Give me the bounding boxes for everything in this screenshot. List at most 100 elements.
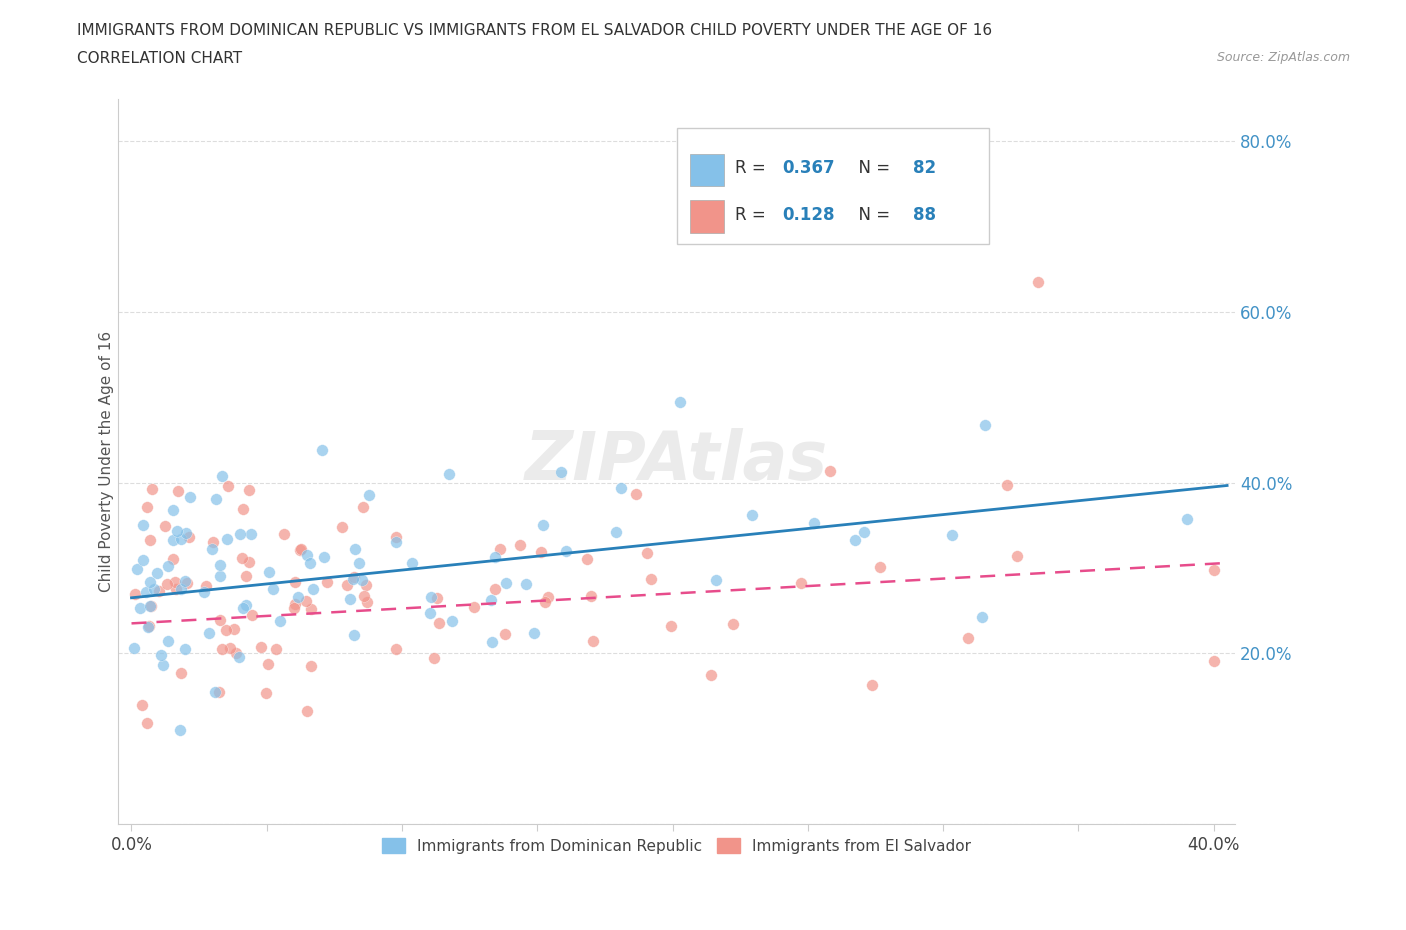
Point (194, 579, 217, 594)
Point (125, 562, 148, 577)
Text: 88: 88 (914, 206, 936, 224)
Point (529, 545, 551, 560)
Point (803, 515, 825, 530)
Point (141, 482, 163, 497)
Point (165, 582, 187, 597)
Point (211, 469, 233, 484)
Point (488, 541, 510, 556)
Point (700, 668, 723, 683)
Point (295, 703, 318, 718)
Point (294, 593, 316, 608)
Point (228, 526, 250, 541)
Point (139, 575, 162, 590)
Point (138, 618, 160, 633)
Point (330, 519, 353, 534)
Point (193, 584, 215, 599)
Point (479, 592, 502, 607)
Point (605, 525, 627, 539)
Point (155, 519, 177, 534)
Point (555, 544, 578, 559)
Point (240, 527, 263, 542)
Point (741, 508, 763, 523)
Point (481, 634, 503, 649)
Point (145, 565, 167, 580)
Point (579, 589, 602, 604)
Point (179, 489, 201, 504)
Point (484, 550, 506, 565)
Point (150, 647, 173, 662)
Point (139, 599, 162, 614)
Point (624, 486, 647, 501)
Point (342, 572, 364, 587)
Point (170, 532, 193, 547)
Point (288, 543, 311, 558)
Point (509, 537, 531, 551)
Point (1202, 654, 1225, 669)
Point (269, 613, 291, 628)
Point (240, 608, 263, 623)
Text: R =: R = (735, 206, 770, 224)
Point (531, 517, 554, 532)
Point (157, 633, 180, 648)
Point (311, 443, 333, 458)
Point (218, 641, 240, 656)
Point (869, 560, 891, 575)
Point (169, 723, 191, 737)
Point (347, 555, 370, 570)
Point (495, 575, 517, 590)
Point (610, 481, 633, 496)
Text: R =: R = (735, 159, 770, 178)
Point (941, 527, 963, 542)
Point (250, 639, 273, 654)
Point (209, 612, 232, 627)
Point (423, 650, 446, 665)
Point (135, 585, 157, 600)
Point (818, 464, 841, 479)
Point (231, 551, 253, 565)
Y-axis label: Child Poverty Under the Age of 16: Child Poverty Under the Age of 16 (100, 331, 114, 591)
Point (173, 642, 195, 657)
Point (215, 622, 238, 637)
Point (283, 601, 305, 616)
Point (956, 631, 979, 645)
Point (384, 642, 406, 657)
Point (1202, 562, 1225, 577)
Point (359, 487, 381, 502)
Point (135, 715, 157, 730)
Point (299, 555, 322, 570)
Point (426, 591, 449, 605)
Point (534, 594, 557, 609)
Point (256, 657, 278, 671)
Point (225, 645, 247, 660)
Point (463, 599, 485, 614)
Point (132, 517, 155, 532)
Point (484, 581, 506, 596)
Point (401, 555, 423, 570)
Point (339, 591, 361, 606)
Point (354, 578, 377, 593)
Point (148, 583, 170, 598)
Point (420, 590, 443, 604)
Point (427, 616, 450, 631)
Point (550, 464, 572, 479)
Point (970, 610, 993, 625)
Point (844, 533, 866, 548)
Point (176, 576, 198, 591)
Point (162, 551, 184, 566)
Point (352, 499, 374, 514)
Text: CORRELATION CHART: CORRELATION CHART (77, 51, 242, 66)
Point (202, 535, 225, 550)
Point (704, 572, 727, 587)
Point (163, 575, 186, 590)
Point (297, 548, 319, 563)
Point (385, 529, 408, 544)
Text: N =: N = (848, 206, 894, 224)
Legend: Immigrants from Dominican Republic, Immigrants from El Salvador: Immigrants from Dominican Republic, Immi… (375, 831, 977, 859)
Point (343, 628, 366, 643)
Point (201, 542, 224, 557)
Text: 0.128: 0.128 (783, 206, 835, 224)
Point (211, 642, 233, 657)
Point (238, 483, 260, 498)
Point (582, 633, 605, 648)
Point (419, 605, 441, 620)
